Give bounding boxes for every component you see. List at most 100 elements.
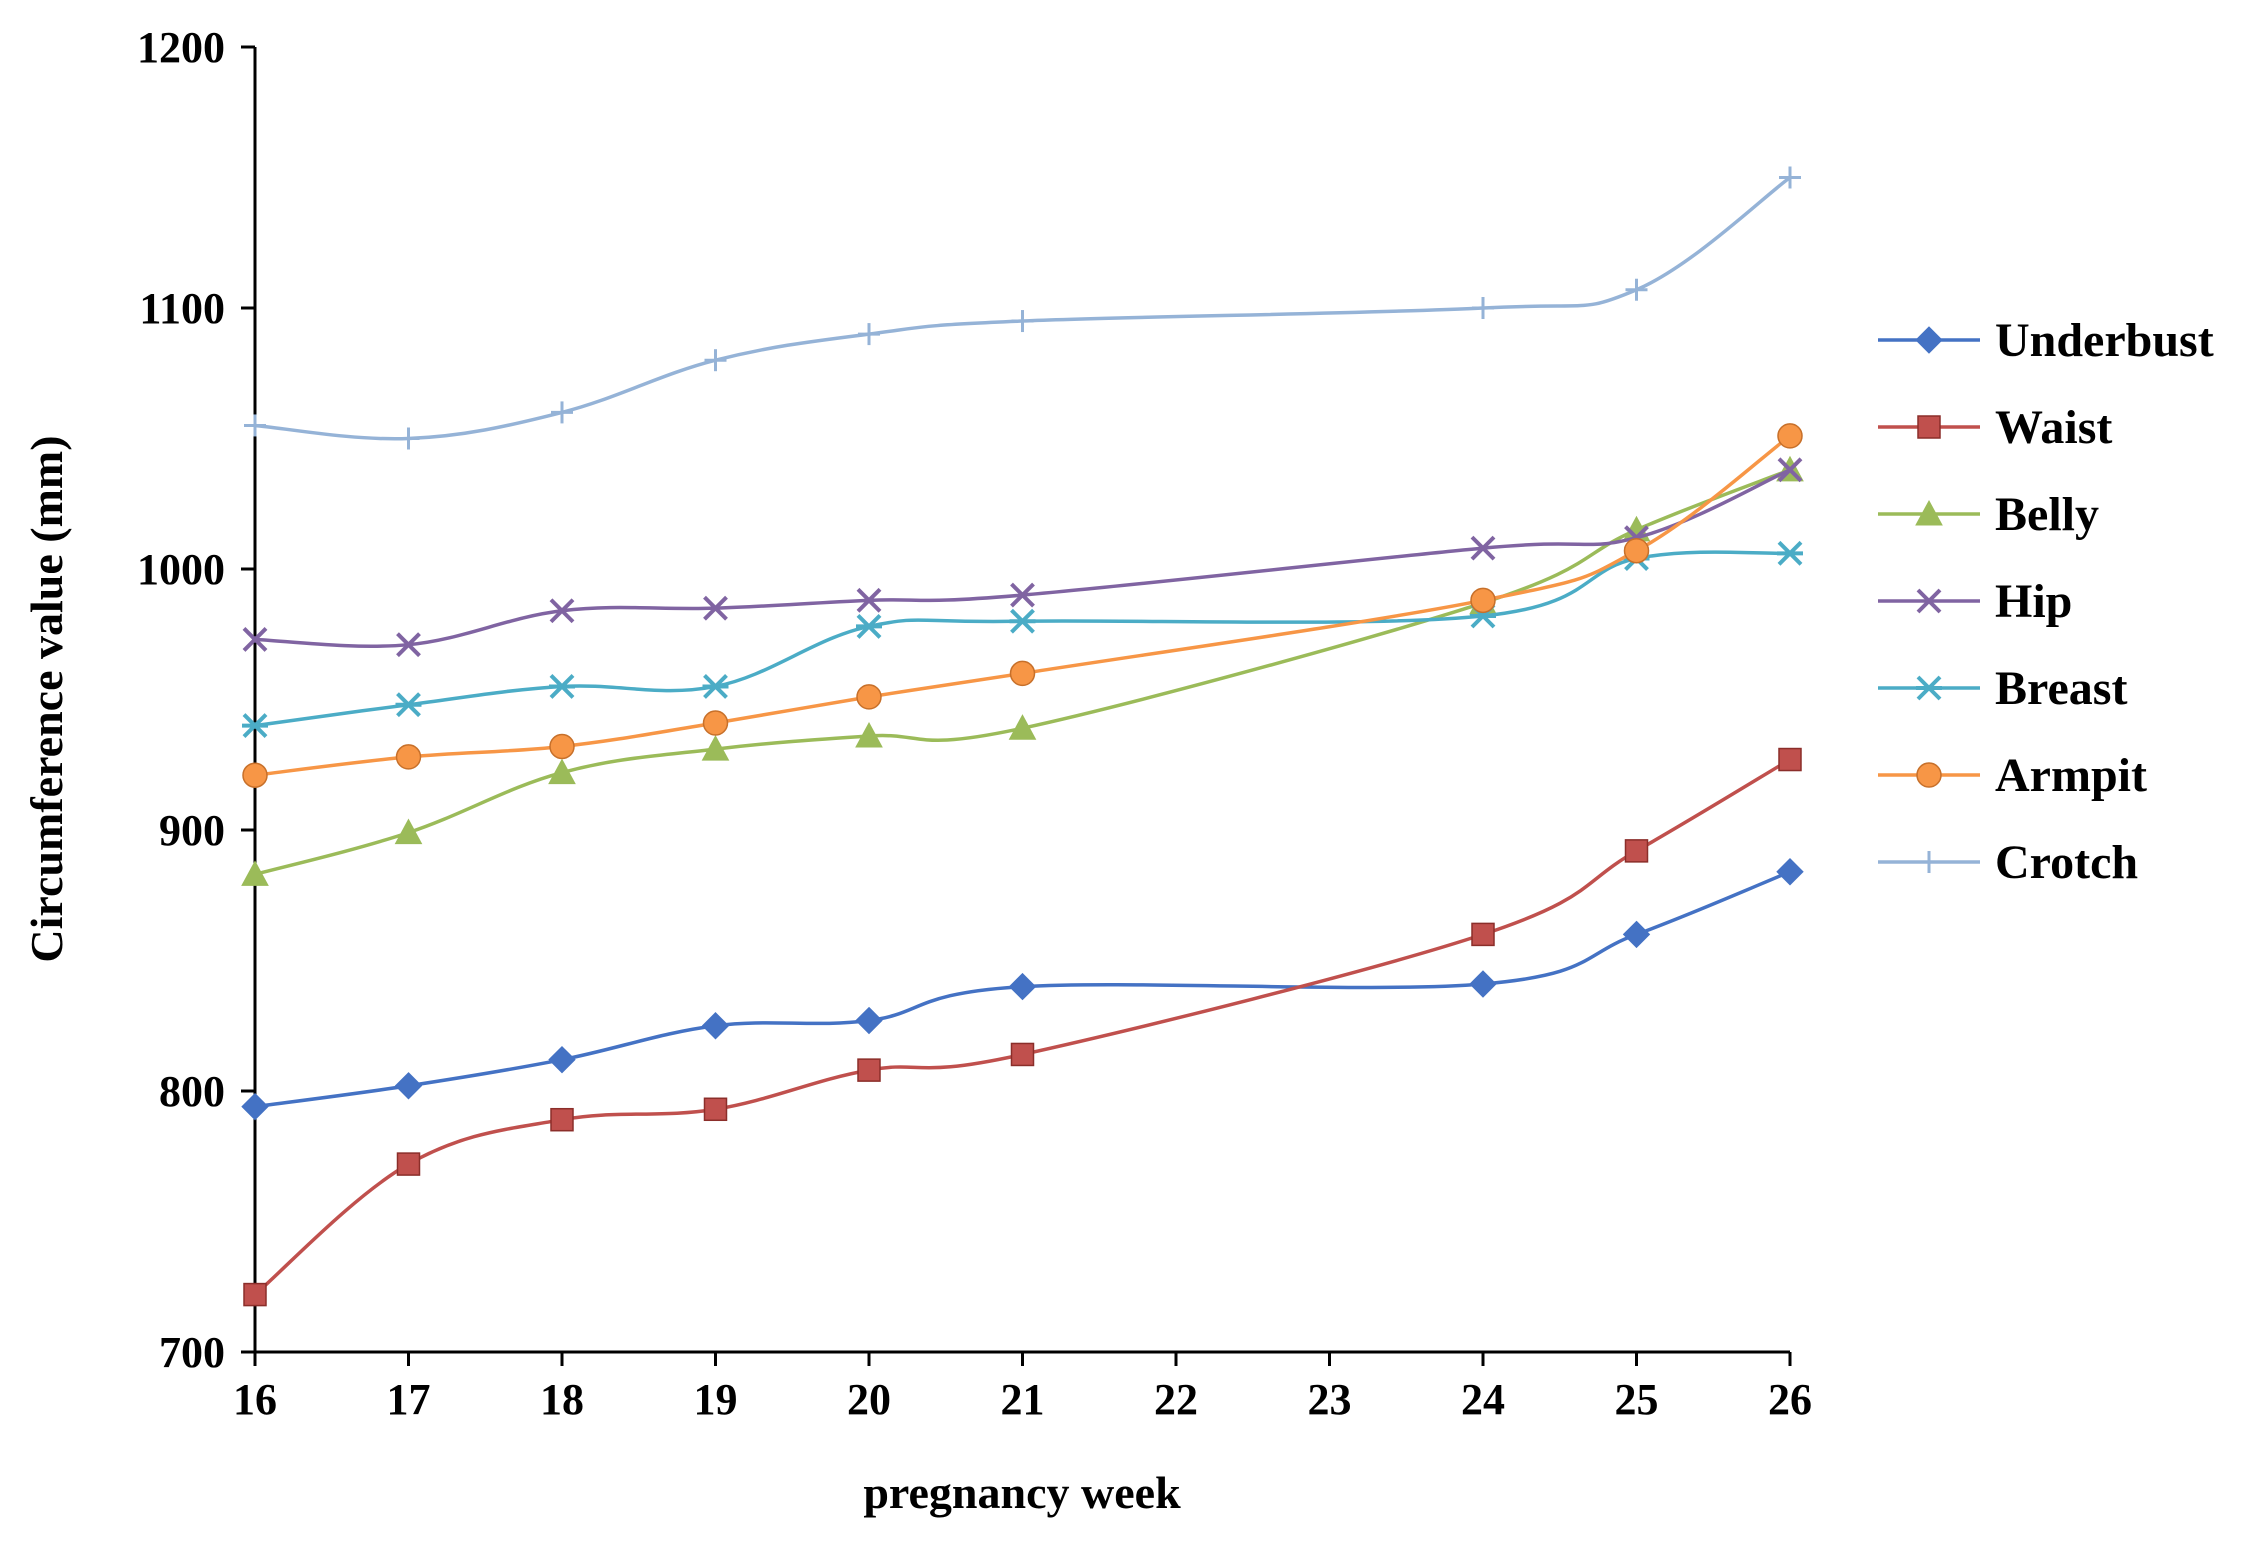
data-point-hip-stroke-b <box>396 632 421 658</box>
data-point-crotch <box>1625 278 1648 301</box>
legend-item-belly: Belly <box>1878 488 2099 541</box>
series-line-armpit <box>254 434 1792 777</box>
x-axis-title: pregnancy week <box>863 1467 1181 1518</box>
legend: Underbust Waist Belly Hip Breast Armpit Crotch <box>1878 314 2214 889</box>
data-point-waist <box>1471 922 1495 947</box>
series-crotch <box>244 166 1801 450</box>
data-point-breast <box>395 692 422 718</box>
axes <box>253 47 1790 1354</box>
data-point-armpit <box>242 762 268 788</box>
series-line-breast <box>254 550 1791 728</box>
x-tick-label: 19 <box>694 1375 738 1424</box>
data-point-breast <box>549 674 575 699</box>
data-point-hip-stroke-b <box>1010 582 1035 608</box>
data-point-underbust <box>394 1072 423 1100</box>
data-point-hip <box>242 627 268 652</box>
data-point-belly <box>1008 714 1037 740</box>
legend-label: Underbust <box>1995 314 2214 367</box>
legend-item-hip: Hip <box>1878 575 2072 628</box>
data-point-underbust <box>1469 970 1497 998</box>
x-tick-label: 23 <box>1308 1375 1352 1424</box>
legend-label: Armpit <box>1995 749 2147 802</box>
legend-item-waist: Waist <box>1878 401 2112 454</box>
legend-item-armpit: Armpit <box>1878 749 2147 802</box>
data-point-waist <box>1010 1042 1035 1067</box>
legend-item-crotch: Crotch <box>1878 836 2138 889</box>
series-line-underbust <box>254 870 1791 1109</box>
data-point-crotch <box>397 427 420 450</box>
x-tick-label: 20 <box>847 1375 891 1424</box>
x-tick-label: 16 <box>233 1375 277 1424</box>
series-line-hip <box>254 468 1791 648</box>
data-point-waist <box>550 1107 574 1132</box>
data-point-waist <box>1624 839 1649 863</box>
data-point-crotch <box>551 401 573 424</box>
legend-swatch-marker-stroke-b <box>1916 588 1942 614</box>
data-point-armpit <box>1623 537 1650 564</box>
y-tick-label: 800 <box>159 1067 225 1116</box>
legend-label: Belly <box>1995 488 2099 541</box>
data-point-waist <box>396 1152 421 1176</box>
data-point-breast <box>242 713 268 739</box>
legend-label: Crotch <box>1995 836 2138 889</box>
data-point-armpit <box>1470 587 1496 614</box>
data-point-underbust <box>855 1006 883 1035</box>
y-tick-label: 1000 <box>137 545 225 594</box>
data-point-crotch <box>1011 310 1034 333</box>
data-point-hip <box>396 632 421 658</box>
data-point-belly <box>701 735 730 761</box>
data-point-hip <box>549 598 575 624</box>
data-point-hip <box>856 587 882 613</box>
data-point-hip-stroke-b <box>856 587 882 613</box>
data-point-armpit <box>856 684 882 710</box>
series-line-belly <box>254 468 1791 877</box>
legend-swatch-marker <box>1916 588 1942 614</box>
data-point-armpit <box>1777 423 1803 449</box>
data-point-armpit <box>549 733 575 760</box>
data-point-armpit <box>1009 660 1036 687</box>
data-point-hip-stroke-b <box>703 595 728 621</box>
data-point-crotch <box>704 349 727 372</box>
y-tick-label: 1100 <box>139 284 225 333</box>
x-tick-label: 18 <box>540 1375 584 1424</box>
y-ticks: 700 800 900 1000 1100 1200 <box>137 23 255 1377</box>
legend-swatch-marker <box>1916 762 1942 788</box>
data-point-breast <box>856 614 882 639</box>
data-point-belly <box>855 721 883 748</box>
x-tick-label: 22 <box>1154 1375 1198 1424</box>
y-tick-label: 1200 <box>137 23 225 72</box>
data-point-breast <box>702 674 729 699</box>
legend-label: Hip <box>1995 575 2072 628</box>
series-armpit <box>242 423 1803 788</box>
series-line-crotch <box>254 176 1792 441</box>
legend-swatch-marker <box>1917 415 1941 439</box>
data-point-belly <box>548 758 576 785</box>
data-point-underbust <box>1008 972 1037 1001</box>
data-point-waist <box>243 1282 267 1307</box>
data-point-belly <box>394 818 423 845</box>
data-point-crotch <box>858 323 880 346</box>
x-tick-label: 21 <box>1001 1375 1045 1424</box>
series-layer <box>241 166 1804 1307</box>
data-point-armpit <box>395 744 422 770</box>
data-point-hip <box>703 595 728 621</box>
legend-item-breast: Breast <box>1878 662 2127 715</box>
data-point-waist <box>857 1058 881 1082</box>
data-point-crotch <box>1779 166 1801 189</box>
x-ticks: 16 17 18 19 20 21 22 23 24 25 26 <box>233 1352 1812 1424</box>
data-point-underbust <box>1622 920 1651 949</box>
legend-item-underbust: Underbust <box>1878 314 2214 367</box>
x-tick-label: 25 <box>1615 1375 1659 1424</box>
y-axis-title: Circumference value (mm) <box>21 435 72 962</box>
data-point-breast <box>1777 540 1803 566</box>
y-tick-label: 900 <box>159 806 225 855</box>
data-point-waist <box>703 1097 728 1122</box>
legend-label: Waist <box>1995 401 2112 454</box>
legend-swatch-marker <box>1916 675 1942 701</box>
x-tick-label: 26 <box>1768 1375 1812 1424</box>
y-tick-label: 700 <box>159 1328 225 1377</box>
series-breast <box>242 540 1803 739</box>
data-point-hip-stroke-b <box>549 598 575 624</box>
data-point-armpit <box>702 710 729 736</box>
